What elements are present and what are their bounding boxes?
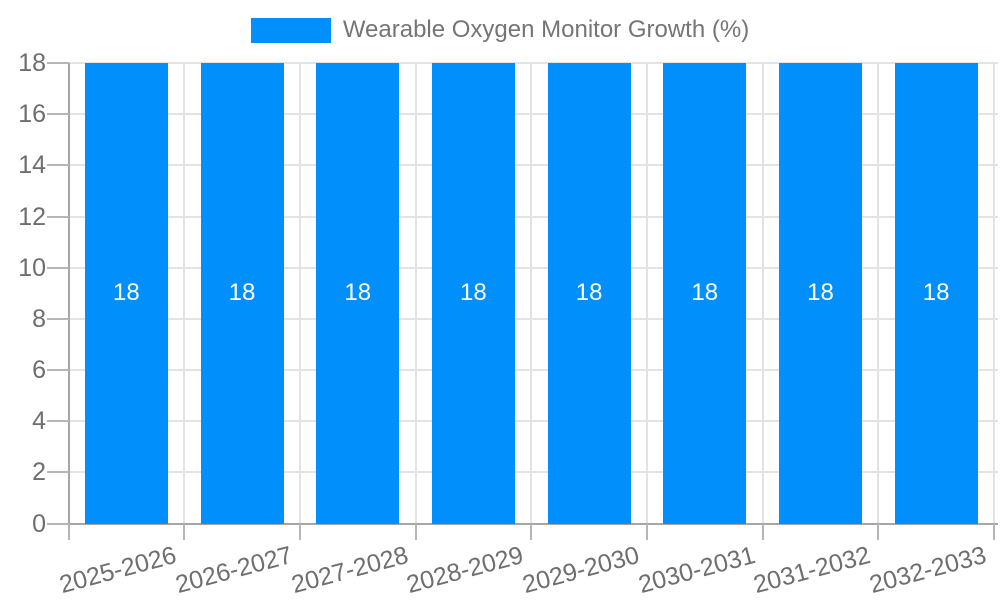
y-tick-label: 18 (18, 49, 46, 77)
v-gridline (761, 63, 764, 524)
bar[interactable] (547, 63, 631, 524)
bar[interactable] (316, 63, 400, 524)
x-category-label: 2025-2026 (56, 541, 180, 599)
y-tick-label: 2 (32, 458, 46, 487)
x-tick (645, 523, 648, 540)
x-tick (67, 523, 70, 540)
x-tick (183, 523, 186, 540)
legend-swatch-icon (250, 17, 331, 43)
y-tick (47, 215, 69, 218)
y-tick-label: 0 (32, 509, 46, 538)
y-tick (47, 471, 69, 474)
x-tick (993, 523, 995, 540)
bar[interactable] (431, 63, 515, 524)
y-tick-label: 16 (18, 100, 46, 129)
x-tick (530, 523, 533, 540)
v-gridline (993, 63, 995, 524)
x-category-label: 2026-2027 (172, 541, 296, 599)
x-category-label: 2028-2029 (403, 541, 527, 599)
y-tick (47, 62, 69, 64)
x-tick (877, 523, 880, 540)
v-gridline (414, 63, 417, 524)
x-category-label: 2029-2030 (519, 541, 643, 599)
y-tick (47, 317, 69, 320)
v-gridline (183, 63, 186, 524)
x-category-label: 2027-2028 (288, 541, 411, 599)
bar[interactable] (778, 63, 862, 524)
y-tick-label: 8 (32, 304, 46, 333)
x-category-label: 2032-2033 (866, 541, 990, 599)
bar[interactable] (663, 63, 747, 524)
bar[interactable] (200, 63, 284, 524)
v-gridline (877, 63, 880, 524)
x-category-label: 2030-2031 (635, 541, 759, 599)
y-tick (47, 369, 69, 371)
x-tick (761, 523, 764, 540)
v-gridline (530, 63, 533, 524)
y-tick-label: 6 (32, 356, 46, 384)
legend-label: Wearable Oxygen Monitor Growth (%) (342, 16, 750, 43)
y-axis-line (67, 63, 70, 540)
y-tick-label: 10 (18, 253, 46, 282)
v-gridline (645, 63, 648, 524)
x-category-label: 2031-2032 (750, 541, 874, 599)
y-tick (47, 164, 69, 167)
y-tick (47, 266, 69, 269)
y-tick-label: 14 (18, 151, 46, 180)
y-tick (47, 113, 69, 116)
y-tick (47, 522, 69, 525)
y-tick (47, 420, 69, 423)
bar[interactable] (84, 63, 168, 524)
y-tick-label: 4 (32, 407, 46, 436)
v-gridline (298, 63, 301, 524)
x-tick (298, 523, 301, 540)
bar[interactable] (894, 63, 978, 524)
y-tick-label: 12 (18, 202, 46, 231)
legend[interactable]: Wearable Oxygen Monitor Growth (%) (0, 16, 1000, 44)
x-tick (414, 523, 417, 540)
